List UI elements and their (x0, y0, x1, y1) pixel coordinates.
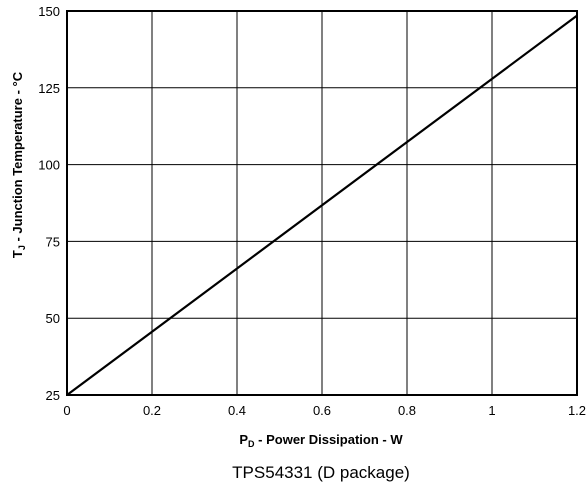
chart-caption: TPS54331 (D package) (232, 463, 410, 482)
y-tick-label: 100 (38, 158, 60, 173)
y-tick-label: 50 (46, 311, 60, 326)
y-tick-labels: 25 50 75 100 125 150 (38, 4, 60, 403)
x-tick-labels: 0 0.2 0.4 0.6 0.8 1 1.2 (63, 403, 586, 418)
x-tick-label: 0.6 (313, 403, 331, 418)
y-tick-label: 25 (46, 388, 60, 403)
x-tick-label: 0.8 (398, 403, 416, 418)
x-tick-label: 1.2 (568, 403, 586, 418)
x-tick-label: 0.4 (228, 403, 246, 418)
x-tick-label: 0.2 (143, 403, 161, 418)
x-tick-label: 1 (488, 403, 495, 418)
y-axis-label: TJ - Junction Temperature - °C (10, 71, 27, 258)
y-tick-label: 75 (46, 234, 60, 249)
series-line (66, 14, 578, 396)
x-tick-label: 0 (63, 403, 70, 418)
y-axis-label-main: T (10, 250, 25, 258)
y-tick-label: 125 (38, 81, 60, 96)
y-axis-label-sub: J (17, 245, 27, 250)
x-axis-label: PD - Power Dissipation - W (239, 432, 403, 449)
x-axis-label-rest: - Power Dissipation - W (255, 432, 404, 447)
y-axis-label-rest: - Junction Temperature - °C (10, 71, 25, 245)
series-group (66, 14, 578, 396)
x-axis-label-sub: D (248, 439, 255, 449)
plot-frame (66, 10, 578, 396)
y-tick-label: 150 (38, 4, 60, 19)
x-axis-label-main: P (239, 432, 248, 447)
